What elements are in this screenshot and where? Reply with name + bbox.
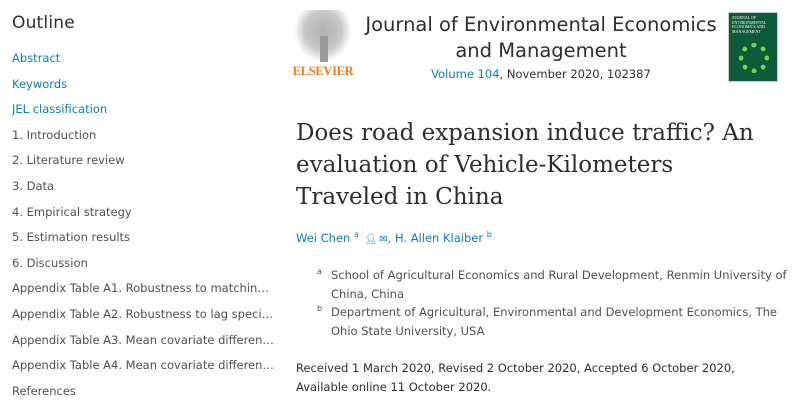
outline-item[interactable]: Appendix Table A4. Mean covariate differ… [12,358,274,373]
author-link[interactable]: H. Allen Klaiber [394,230,484,245]
author-link[interactable]: Wei Chen [296,230,351,245]
affiliation-sup: a [317,267,322,276]
outline-title: Outline [12,13,75,33]
person-icon[interactable]: 👤︎ [364,233,378,245]
outline-item[interactable]: 5. Estimation results [12,230,131,245]
cover-text: JOURNAL OF ENVIRONMENTAL ECONOMICS AND M… [732,15,767,34]
outline-item[interactable]: 2. Literature review [12,153,125,168]
outline-item[interactable]: References [12,383,76,398]
outline-item[interactable]: Abstract [12,51,61,65]
outline-item[interactable]: JEL classification [12,102,108,117]
outline-item[interactable]: Appendix Table A1. Robustness to matchin… [12,281,274,296]
volume-link[interactable]: Volume 104 [431,67,500,81]
article-history-dates: Received 1 March 2020, Revised 2 October… [296,361,735,394]
affiliation-text: School of Agricultural Economics and Rur… [331,268,787,301]
article-title: Does road expansion induce traffic? An e… [296,120,754,210]
affiliation-sup: b [317,304,323,313]
elsevier-logo[interactable]: ELSEVIER [288,10,358,82]
journal-header: Journal of Environmental Economics and M… [360,12,722,81]
outline-item[interactable]: Appendix Table A3. Mean covariate differ… [12,332,274,347]
journal-cover-image[interactable]: JOURNAL OF ENVIRONMENTAL ECONOMICS AND M… [728,12,778,82]
affiliation-item: a School of Agricultural Economics and Ru… [317,266,787,303]
journal-meta: Volume 104, November 2020, 102387 [360,67,722,81]
affiliation-item: b Department of Agricultural, Environment… [317,303,787,340]
journal-title[interactable]: Journal of Environmental Economics and M… [365,13,717,62]
elsevier-tree-icon [294,10,352,62]
author-affiliation-sup[interactable]: a [353,230,359,239]
affiliation-list: a School of Agricultural Economics and Ru… [317,266,787,340]
outline-item[interactable]: 4. Empirical strategy [12,204,132,219]
outline-item[interactable]: Appendix Table A2. Robustness to lag spe… [12,306,274,321]
author-affiliation-sup[interactable]: b [486,230,492,239]
outline-list: Abstract Keywords JEL classification 1. Int… [12,49,274,407]
cover-art [739,43,769,73]
outline-item[interactable]: 6. Discussion [12,255,88,270]
affiliation-text: Department of Agricultural, Environmenta… [331,305,778,338]
email-icon[interactable]: ✉ [379,233,388,245]
outline-item[interactable]: Keywords [12,76,68,91]
author-list: Wei Chen a 👤︎ ✉, H. Allen Klaiber b [296,230,492,245]
outline-item[interactable]: 1. Introduction [12,127,97,142]
outline-item[interactable]: 3. Data [12,178,55,193]
elsevier-wordmark: ELSEVIER [292,64,354,78]
issue-info: , November 2020, 102387 [499,67,651,81]
